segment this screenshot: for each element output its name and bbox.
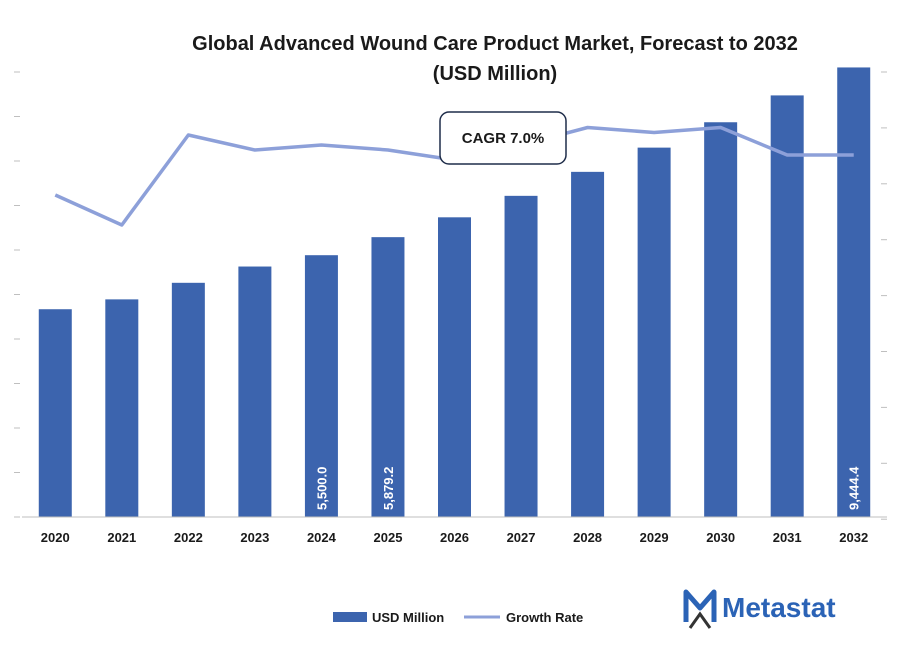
bar-series: 5,500.0 5,879.2 9,444.4 <box>38 67 871 517</box>
x-tick-label: 2031 <box>773 530 802 545</box>
logo-text: Metastat <box>722 592 836 623</box>
x-tick-label: 2029 <box>640 530 669 545</box>
bar-2025 <box>371 237 405 517</box>
bar-2026 <box>438 217 471 517</box>
chart-title-line1: Global Advanced Wound Care Product Marke… <box>192 33 798 55</box>
data-label-2024: 5,500.0 <box>314 467 329 510</box>
legend-label-growth-rate: Growth Rate <box>506 610 583 625</box>
x-tick-label: 2027 <box>507 530 536 545</box>
bar-2024 <box>304 255 338 517</box>
bar-2031 <box>770 95 804 517</box>
x-tick-label: 2025 <box>374 530 403 545</box>
x-tick-label: 2028 <box>573 530 602 545</box>
bar-2021 <box>105 299 139 517</box>
bar-2032 <box>837 67 871 517</box>
data-label-2025: 5,879.2 <box>381 467 396 510</box>
x-tick-label: 2030 <box>706 530 735 545</box>
x-axis-labels: 2020 2021 2022 2023 2024 2025 2026 2027 2028 2029… <box>41 530 868 545</box>
bar-2020 <box>38 309 72 517</box>
left-axis-ticks <box>14 71 20 518</box>
chart-title-line2: (USD Million) <box>433 63 557 85</box>
bar-2030 <box>704 122 738 517</box>
metastat-logo: Metastat <box>683 589 836 629</box>
cagr-label: CAGR 7.0% <box>462 130 545 147</box>
legend-swatch-usd-million <box>333 612 367 622</box>
data-label-2032: 9,444.4 <box>847 466 862 510</box>
bar-2029 <box>637 147 671 517</box>
metastat-m-icon <box>683 589 717 629</box>
x-tick-label: 2020 <box>41 530 70 545</box>
right-axis-ticks <box>881 71 887 520</box>
cagr-callout: CAGR 7.0% <box>439 111 567 165</box>
bar-2027 <box>504 195 538 517</box>
bar-2022 <box>171 282 205 517</box>
legend-label-usd-million: USD Million <box>372 610 444 625</box>
cagr-box <box>439 111 567 165</box>
x-tick-label: 2032 <box>839 530 868 545</box>
x-tick-label: 2023 <box>240 530 269 545</box>
x-tick-label: 2022 <box>174 530 203 545</box>
legend: USD Million Growth Rate <box>333 610 583 625</box>
x-tick-label: 2021 <box>107 530 136 545</box>
bar-2028 <box>571 171 605 517</box>
bar-2023 <box>238 266 272 517</box>
x-tick-label: 2024 <box>307 530 337 545</box>
x-tick-label: 2026 <box>440 530 469 545</box>
